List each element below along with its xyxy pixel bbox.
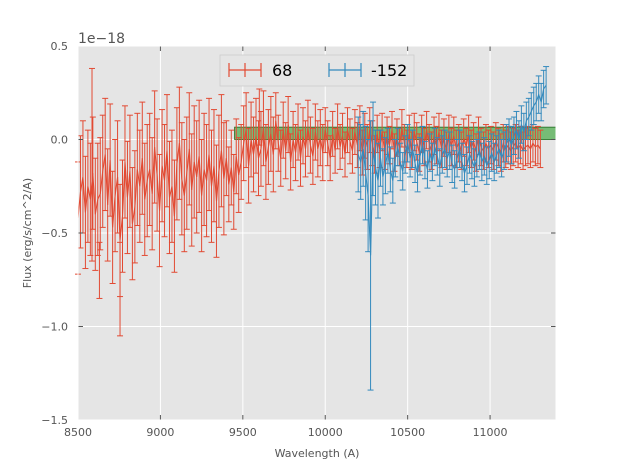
ticks: 8500 9000 9500 10000 10500 11000 −1.5 −1.0 −0.5 0… [41, 40, 557, 439]
legend-entry-neg152[interactable]: -152 [328, 61, 407, 80]
x-tick-label: 9500 [229, 426, 257, 439]
y-tick-label: −1.0 [41, 321, 68, 334]
series-neg152 [355, 66, 550, 391]
series-layer [75, 66, 550, 391]
y-tick-label: −1.5 [41, 414, 68, 427]
axes-frame [77, 45, 557, 421]
x-axis-label: Wavelength (A) [275, 447, 360, 460]
series-68 [75, 67, 544, 337]
y-tick-label: 0.0 [51, 134, 69, 147]
legend-label-68: 68 [272, 61, 292, 80]
x-tick-label: 11000 [473, 426, 508, 439]
y-tick-label: 0.5 [51, 40, 69, 53]
x-tick-label: 10500 [390, 426, 425, 439]
x-tick-label: 10000 [308, 426, 343, 439]
x-tick-label: 8500 [64, 426, 92, 439]
legend-label-neg152: -152 [371, 61, 407, 80]
y-axis-label: Flux (erg/s/cm^2/A) [21, 178, 34, 288]
legend[interactable]: 68 -152 [219, 54, 415, 87]
legend-entry-68[interactable]: 68 [228, 61, 292, 80]
y-offset-label: 1e−18 [78, 31, 125, 47]
x-tick-label: 9000 [146, 426, 174, 439]
y-tick-label: −0.5 [41, 227, 68, 240]
series-line [77, 120, 541, 241]
series-line [357, 84, 547, 256]
